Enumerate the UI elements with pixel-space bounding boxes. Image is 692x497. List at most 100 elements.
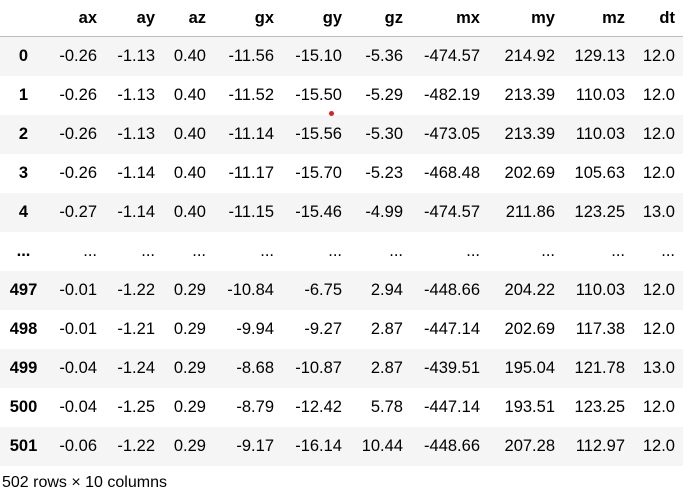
cell-dt: 12.0 [642,47,675,65]
table-row: 499 -0.04 -1.24 0.29 -8.68 -10.87 2.87 -439.51 1… [0,349,683,388]
cell-my: 202.69 [504,164,555,182]
cell-gx: ... [260,242,274,260]
cell-dt: 12.0 [642,320,675,338]
dataframe-table: ax ay az gx gy gz mx my mz dt 0 -0.26 -1.13 0.40 -11.… [0,0,683,466]
cell-gy: ... [328,242,342,260]
cell-my: 193.51 [504,398,555,416]
cell-az: 0.40 [173,47,206,65]
cell-dt: ... [661,242,675,260]
cell-gx: -8.68 [236,359,274,377]
column-header-ay: ay [105,0,163,37]
cell-gz: -5.30 [365,125,403,143]
cell-ax: -0.06 [59,437,97,455]
cell-mx: -448.66 [424,281,480,299]
cell-ay: -1.14 [117,203,155,221]
cell-mz: 123.25 [574,203,625,221]
cell-ax: -0.01 [59,281,97,299]
cell-gx: -11.56 [228,47,274,65]
row-index: 1 [18,86,29,104]
cell-ay: ... [141,242,155,260]
table-row: 2 -0.26 -1.13 0.40 -11.14 -15.56 -5.30 -473.05 2… [0,115,683,154]
column-header-index [0,0,47,37]
cell-az: 0.40 [173,203,206,221]
row-index: ... [16,242,31,260]
row-index: 4 [18,203,29,221]
cell-mz: 110.03 [575,86,625,104]
cell-gx: -9.94 [236,320,274,338]
cell-gz: -5.29 [365,86,403,104]
cell-ay: -1.24 [117,359,155,377]
row-index: 3 [18,164,29,182]
cell-mx: ... [466,242,480,260]
cell-my: ... [541,242,555,260]
table-row: ................................. [0,232,683,271]
cell-mx: -447.14 [424,398,480,416]
cell-my: 202.69 [504,320,555,338]
table-body: 0 -0.26 -1.13 0.40 -11.56 -15.10 -5.36 -474.57 2… [0,36,683,466]
cell-gx: -8.79 [236,398,274,416]
cell-mz: 110.03 [575,125,625,143]
cell-gz: 10.44 [361,437,403,455]
cell-mz: ... [611,242,625,260]
cell-mx: -448.66 [424,437,480,455]
cell-mz: 123.25 [574,398,625,416]
cell-mz: 129.13 [574,47,625,65]
cell-mx: -482.19 [424,86,480,104]
cell-ax: -0.26 [59,164,97,182]
column-header-gz: gz [350,0,411,37]
row-index: 500 [9,398,38,416]
cell-az: 0.29 [173,437,206,455]
cell-gy: -15.46 [295,203,342,221]
column-header-mz: mz [563,0,633,37]
cell-my: 213.39 [504,86,555,104]
cell-mx: -439.51 [424,359,480,377]
cell-ay: -1.13 [117,125,155,143]
cell-my: 207.28 [504,437,555,455]
cell-az: 0.40 [173,86,206,104]
cell-my: 214.92 [504,47,555,65]
cell-gy: -6.75 [304,281,342,299]
cell-gy: -12.42 [295,398,342,416]
cell-ax: -0.26 [59,47,97,65]
cell-gz: -5.23 [365,164,403,182]
shape-caption: 502 rows × 10 columns [2,474,167,491]
dataframe-output: ax ay az gx gy gz mx my mz dt 0 -0.26 -1.13 0.40 -11.… [0,0,683,466]
table-row: 4 -0.27 -1.14 0.40 -11.15 -15.46 -4.99 -474.57 2… [0,193,683,232]
cell-gy: -15.56 [295,125,342,143]
cell-gx: -11.52 [228,86,274,104]
cell-dt: 12.0 [642,281,675,299]
cell-dt: 12.0 [642,164,675,182]
cell-mx: -447.14 [424,320,480,338]
table-row: 498 -0.01 -1.21 0.29 -9.94 -9.27 2.87 -447.14 20… [0,310,683,349]
cell-ax: -0.01 [59,320,97,338]
column-header-az: az [163,0,214,37]
cell-gy: -15.10 [295,47,342,65]
table-row: 501 -0.06 -1.22 0.29 -9.17 -16.14 10.44 -448.66… [0,427,683,466]
cell-mx: -468.48 [424,164,480,182]
cell-ax: -0.26 [59,86,97,104]
cell-dt: 12.0 [642,398,675,416]
cell-dt: 13.0 [642,203,675,221]
cell-my: 213.39 [504,125,555,143]
cell-mz: 110.03 [575,281,625,299]
cell-mx: -474.57 [424,203,480,221]
column-header-gx: gx [214,0,282,37]
table-row: 0 -0.26 -1.13 0.40 -11.56 -15.10 -5.36 -474.57 2… [0,36,683,76]
cell-gz: ... [389,242,403,260]
cell-ax: ... [83,242,97,260]
cell-ay: -1.13 [117,86,155,104]
cell-ay: -1.21 [117,320,155,338]
row-index: 497 [9,281,38,299]
cell-gx: -11.17 [228,164,274,182]
cell-gz: 2.87 [370,359,403,377]
cell-gz: -5.36 [365,47,403,65]
table-row: 1 -0.26 -1.13 0.40 -11.52 -15.50 -5.29 -482.19 2… [0,76,683,115]
cell-gx: -10.84 [227,281,274,299]
cell-az: 0.29 [173,320,206,338]
cell-ay: -1.22 [117,281,155,299]
cell-ax: -0.27 [59,203,97,221]
row-index: 0 [18,47,29,65]
table-row: 497 -0.01 -1.22 0.29 -10.84 -6.75 2.94 -448.66 2… [0,271,683,310]
cell-gx: -11.15 [228,203,274,221]
cell-gy: -15.50 [295,86,342,104]
